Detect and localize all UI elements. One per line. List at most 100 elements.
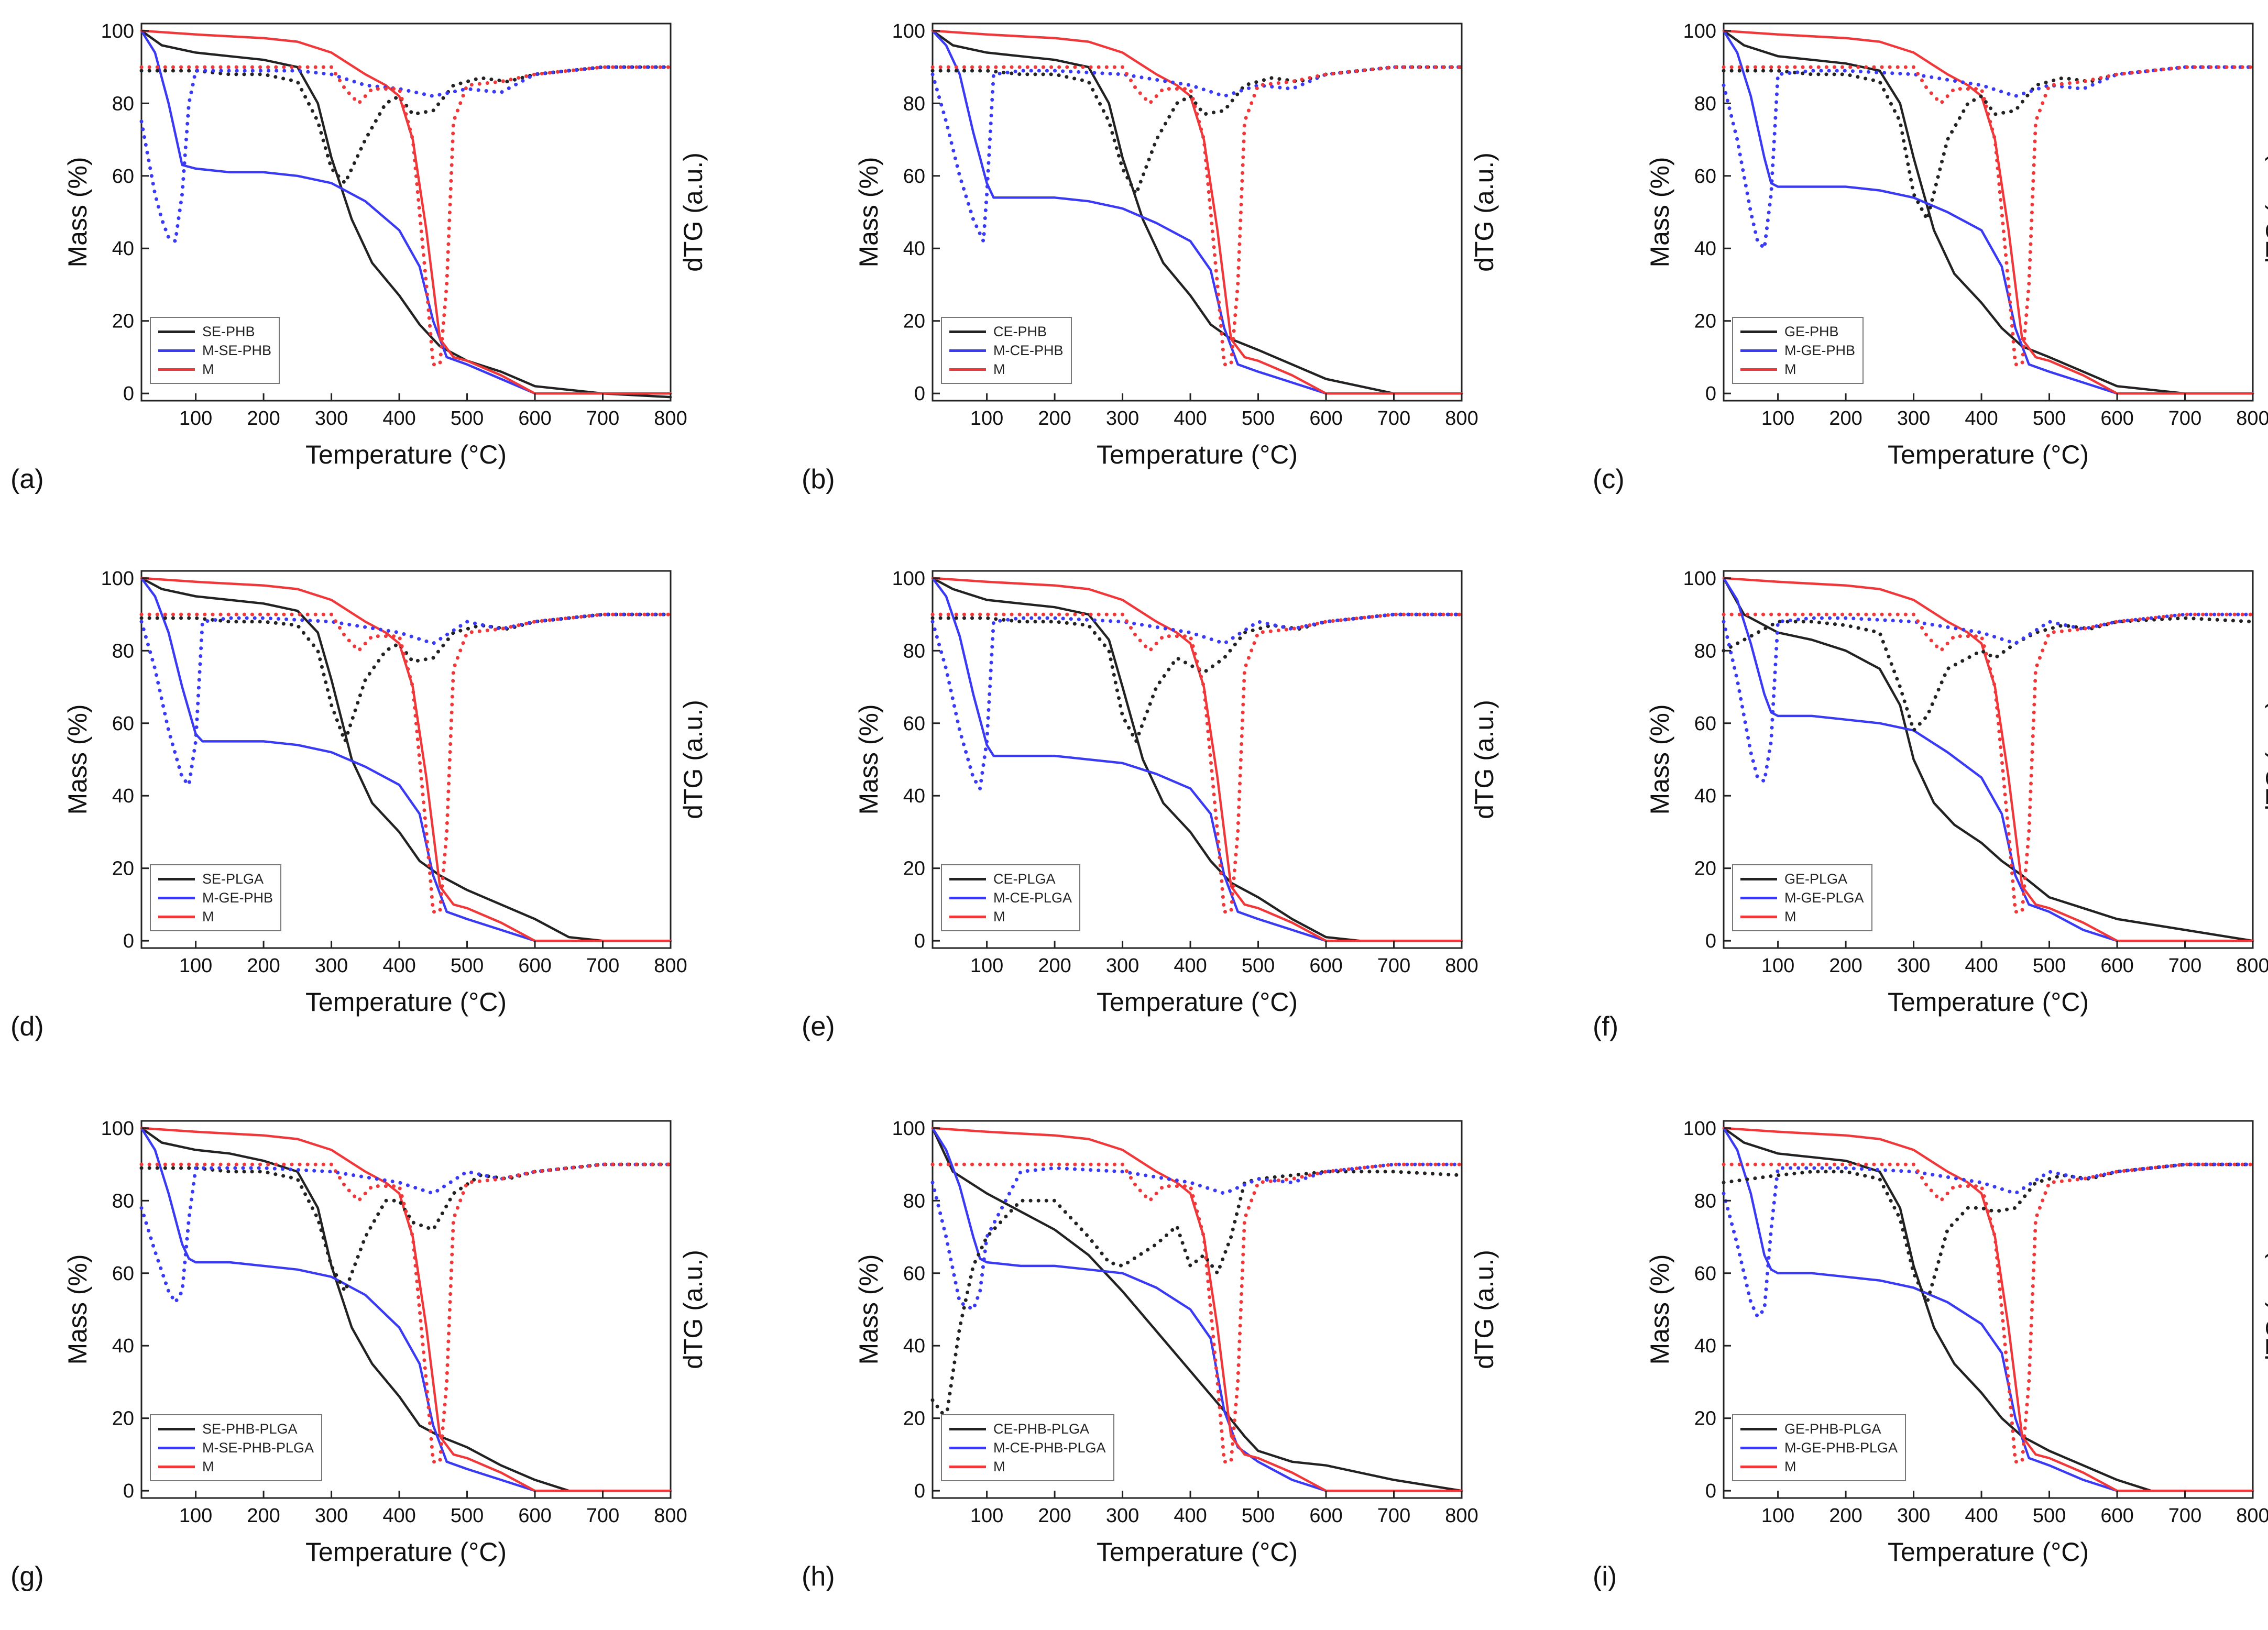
tga-chart: 100 200 300 400 500 600 700 800 0 20 40 60 80 100 Temp… bbox=[854, 1118, 1499, 1567]
y-tick-label: 60 bbox=[1694, 1263, 1716, 1285]
legend-swatch bbox=[949, 896, 986, 899]
tga-chart: 100 200 300 400 500 600 700 800 0 20 40 60 80 100 Temp… bbox=[63, 20, 708, 469]
legend-entry: GE-PHB-PLGA bbox=[1740, 1419, 1898, 1438]
x-tick-label: 700 bbox=[2168, 1505, 2201, 1527]
legend-label: M bbox=[993, 1458, 1005, 1474]
x-tick-label: 600 bbox=[2100, 955, 2133, 977]
y-tick-label: 60 bbox=[1694, 166, 1716, 188]
dtg-line-dtg-m bbox=[930, 65, 1464, 367]
legend: GE-PLGA M-GE-PLGA M bbox=[1732, 864, 1872, 931]
legend-swatch bbox=[158, 330, 195, 333]
x-tick-label: 800 bbox=[654, 955, 687, 977]
y-tick-label: 80 bbox=[112, 93, 134, 115]
y-tick-label: 20 bbox=[112, 1408, 134, 1430]
x-tick-label: 100 bbox=[179, 1505, 212, 1527]
plot-frame bbox=[932, 23, 1463, 402]
y-tick-label: 20 bbox=[903, 858, 925, 880]
y-tick-label: 20 bbox=[112, 311, 134, 333]
legend-label: M bbox=[1784, 1458, 1796, 1474]
x-axis-title: Temperature (°C) bbox=[305, 440, 507, 469]
legend: CE-PHB-PLGA M-CE-PHB-PLGA M bbox=[941, 1414, 1114, 1481]
x-tick-label: 100 bbox=[1761, 408, 1794, 429]
y-tick-label: 60 bbox=[903, 166, 925, 188]
legend-label: M-CE-PHB bbox=[993, 342, 1064, 358]
y-axis-title-left: Mass (%) bbox=[854, 704, 883, 814]
chart-panel-7: 100 200 300 400 500 600 700 800 0 20 40 60 80 100 Temp… bbox=[10, 1108, 781, 1621]
x-tick-label: 800 bbox=[2236, 1505, 2268, 1527]
x-tick-label: 300 bbox=[1106, 408, 1139, 429]
legend-entry: M-GE-PHB bbox=[1740, 341, 1855, 360]
dtg-line-dtg-m-ce-phb bbox=[930, 65, 1464, 243]
x-tick-label: 800 bbox=[654, 1505, 687, 1527]
dtg-line-dtg-m-ge-phb bbox=[1722, 65, 2255, 250]
y-tick-label: 100 bbox=[892, 568, 925, 590]
x-axis-title: Temperature (°C) bbox=[305, 987, 507, 1017]
mass-line-m-se-phb-plga bbox=[140, 1127, 672, 1492]
legend-entry: M-GE-PHB-PLGA bbox=[1740, 1438, 1898, 1457]
legend-label: M bbox=[1784, 361, 1796, 377]
dtg-line-dtg-ge-plga bbox=[1722, 616, 2255, 733]
dtg-line-dtg-m-ge-phb-plga bbox=[1722, 1162, 2255, 1319]
y-axis-title-left: Mass (%) bbox=[63, 704, 92, 814]
legend-swatch bbox=[1740, 1446, 1777, 1449]
dtg-line-dtg-m-ge-plga bbox=[1722, 612, 2255, 783]
legend-entry: M bbox=[1740, 907, 1864, 926]
chart-panel-6: 100 200 300 400 500 600 700 800 0 20 40 60 80 100 Temp… bbox=[1593, 558, 2268, 1071]
legend-label: M-SE-PHB-PLGA bbox=[202, 1439, 314, 1456]
legend-entry: SE-PLGA bbox=[158, 869, 273, 888]
y-tick-label: 0 bbox=[914, 930, 925, 952]
legend-entry: M-GE-PLGA bbox=[1740, 888, 1864, 907]
x-tick-label: 500 bbox=[2033, 408, 2066, 429]
y-tick-label: 100 bbox=[1683, 568, 1716, 590]
plot-frame bbox=[140, 1120, 672, 1499]
chart-panel-9: 100 200 300 400 500 600 700 800 0 20 40 60 80 100 Temp… bbox=[1593, 1108, 2268, 1621]
legend-entry: SE-PHB-PLGA bbox=[158, 1419, 314, 1438]
mass-line-ge-phb bbox=[1722, 29, 2254, 395]
x-tick-label: 600 bbox=[1309, 408, 1342, 429]
x-tick-label: 300 bbox=[315, 1505, 348, 1527]
x-tick-label: 400 bbox=[1965, 955, 1998, 977]
y-tick-label: 100 bbox=[1683, 20, 1716, 42]
legend-label: CE-PHB-PLGA bbox=[993, 1420, 1090, 1437]
y-tick-label: 0 bbox=[1705, 383, 1716, 405]
y-tick-label: 40 bbox=[112, 785, 134, 807]
mass-line-m-ce-phb bbox=[931, 29, 1463, 395]
x-tick-label: 100 bbox=[179, 408, 212, 429]
x-tick-label: 200 bbox=[247, 955, 280, 977]
legend-entry: SE-PHB bbox=[158, 322, 271, 341]
x-tick-label: 800 bbox=[2236, 955, 2268, 977]
x-tick-label: 800 bbox=[654, 408, 687, 429]
y-axis-title-right: dTG (a.u.) bbox=[2261, 1250, 2268, 1369]
legend-label: M bbox=[993, 361, 1005, 377]
y-axis-title-right: dTG (a.u.) bbox=[2261, 700, 2268, 819]
legend-swatch bbox=[158, 1465, 195, 1468]
plot-frame bbox=[1723, 1120, 2254, 1499]
y-axis-title-left: Mass (%) bbox=[63, 157, 92, 267]
x-tick-label: 100 bbox=[970, 1505, 1003, 1527]
mass-line-m bbox=[931, 29, 1463, 395]
x-tick-label: 200 bbox=[247, 1505, 280, 1527]
x-tick-label: 600 bbox=[518, 408, 551, 429]
tga-chart: 100 200 300 400 500 600 700 800 0 20 40 60 80 100 Temp… bbox=[854, 20, 1499, 469]
y-tick-label: 20 bbox=[112, 858, 134, 880]
x-tick-label: 600 bbox=[1309, 1505, 1342, 1527]
y-tick-label: 80 bbox=[1694, 93, 1716, 115]
y-tick-label: 40 bbox=[1694, 785, 1716, 807]
panel-letter: (b) bbox=[802, 464, 835, 494]
x-tick-label: 700 bbox=[2168, 955, 2201, 977]
legend-swatch bbox=[158, 349, 195, 352]
legend-entry: M-SE-PHB bbox=[158, 341, 271, 360]
x-tick-label: 700 bbox=[1377, 955, 1410, 977]
x-tick-label: 300 bbox=[315, 955, 348, 977]
chart-panel-4: 100 200 300 400 500 600 700 800 0 20 40 60 80 100 Temp… bbox=[10, 558, 781, 1071]
legend-swatch bbox=[1740, 1465, 1777, 1468]
y-tick-label: 20 bbox=[903, 311, 925, 333]
y-tick-label: 40 bbox=[112, 238, 134, 260]
mass-line-m bbox=[1722, 29, 2254, 395]
y-tick-label: 60 bbox=[1694, 713, 1716, 735]
x-tick-label: 400 bbox=[1174, 408, 1207, 429]
mass-line-ce-phb-plga bbox=[931, 1127, 1463, 1492]
dtg-line-dtg-se-phb bbox=[139, 65, 673, 185]
y-axis-title-left: Mass (%) bbox=[1645, 704, 1674, 814]
dtg-line-dtg-se-plga bbox=[139, 612, 673, 743]
